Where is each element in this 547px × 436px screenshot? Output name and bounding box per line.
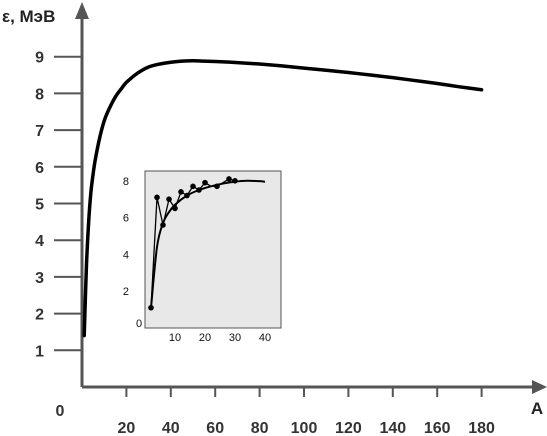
inset-data-point [160,222,166,228]
binding-energy-curve [82,58,484,338]
inset-data-point [226,176,232,182]
y-tick-label: 4 [35,233,44,250]
y-axis-arrow [75,2,89,19]
inset-chart: 2 4 6 8 10 20 30 40 0 [123,170,282,344]
y-tick-label: 3 [35,270,44,287]
y-tick-label: 2 [35,307,44,324]
inset-frame [144,170,282,329]
inset-y-tick-label: 8 [123,176,129,188]
y-tick-label: 6 [35,160,44,177]
x-tick-label: 20 [118,420,136,436]
inset-data-point [202,179,208,186]
x-tick-label: 40 [162,420,180,436]
inset-origin-label: 0 [136,318,142,330]
x-tick-label: 140 [379,420,406,436]
origin-label: 0 [56,403,65,420]
inset-data-point [148,304,154,311]
y-tick-label: 9 [35,50,44,67]
inset-data-point [196,187,202,193]
x-axis-label: А [531,399,543,418]
inset-x-tick-label: 20 [199,332,211,344]
y-tick-label: 8 [35,86,44,103]
x-tick-label: 100 [291,420,318,436]
inset-data-point [178,189,184,195]
inset-data-point [172,205,178,212]
inset-data-point [166,196,172,202]
y-tick-label: 5 [35,197,44,214]
inset-x-tick-label: 30 [229,332,241,344]
inset-x-tick-label: 40 [259,332,271,344]
y-tick-label: 1 [35,343,44,360]
inset-data-point [154,194,160,201]
x-tick-label: 120 [335,420,362,436]
x-tick-label: 60 [206,420,224,436]
y-axis-label: ε, МэВ [2,7,55,26]
inset-y-tick-label: 2 [123,286,129,298]
inset-data-point [184,192,190,199]
y-tick-label: 7 [35,123,44,140]
inset-y-tick-label: 4 [123,249,129,261]
x-tick-label: 180 [468,420,495,436]
inset-data-point [190,183,196,190]
inset-data-point [232,178,238,184]
x-tick-label: 80 [251,420,269,436]
inset-x-tick-label: 10 [169,332,181,344]
x-tick-label: 160 [424,420,451,436]
x-axis-arrow [532,380,547,394]
inset-y-tick-label: 6 [123,213,129,225]
inset-data-point [214,183,220,190]
